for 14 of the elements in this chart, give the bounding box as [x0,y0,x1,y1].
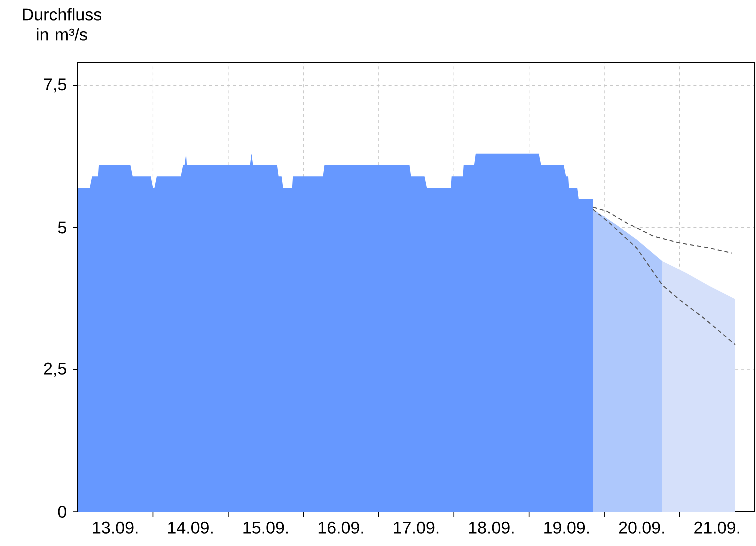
x-tick-label: 16.09. [318,522,364,534]
x-tick-label: 17.09. [394,522,439,534]
x-tick-label: 21.09. [694,522,740,534]
x-tick-label: 15.09. [244,522,288,534]
x-tick-label: 20.09. [619,522,664,534]
x-tick-label: 14.09. [168,522,213,534]
y-tick-label: 7,5 [44,78,66,93]
y-tick-label: 5 [58,222,66,234]
x-tick-label: 18.09. [469,522,514,534]
y-axis-title: Durchfluss in m³/s [23,8,102,41]
y-tick-label: 2,5 [44,362,66,377]
y-tick-label: 0 [58,506,66,518]
x-tick-label: 19.09. [544,522,590,534]
x-tick-label: 13.09. [93,522,138,534]
